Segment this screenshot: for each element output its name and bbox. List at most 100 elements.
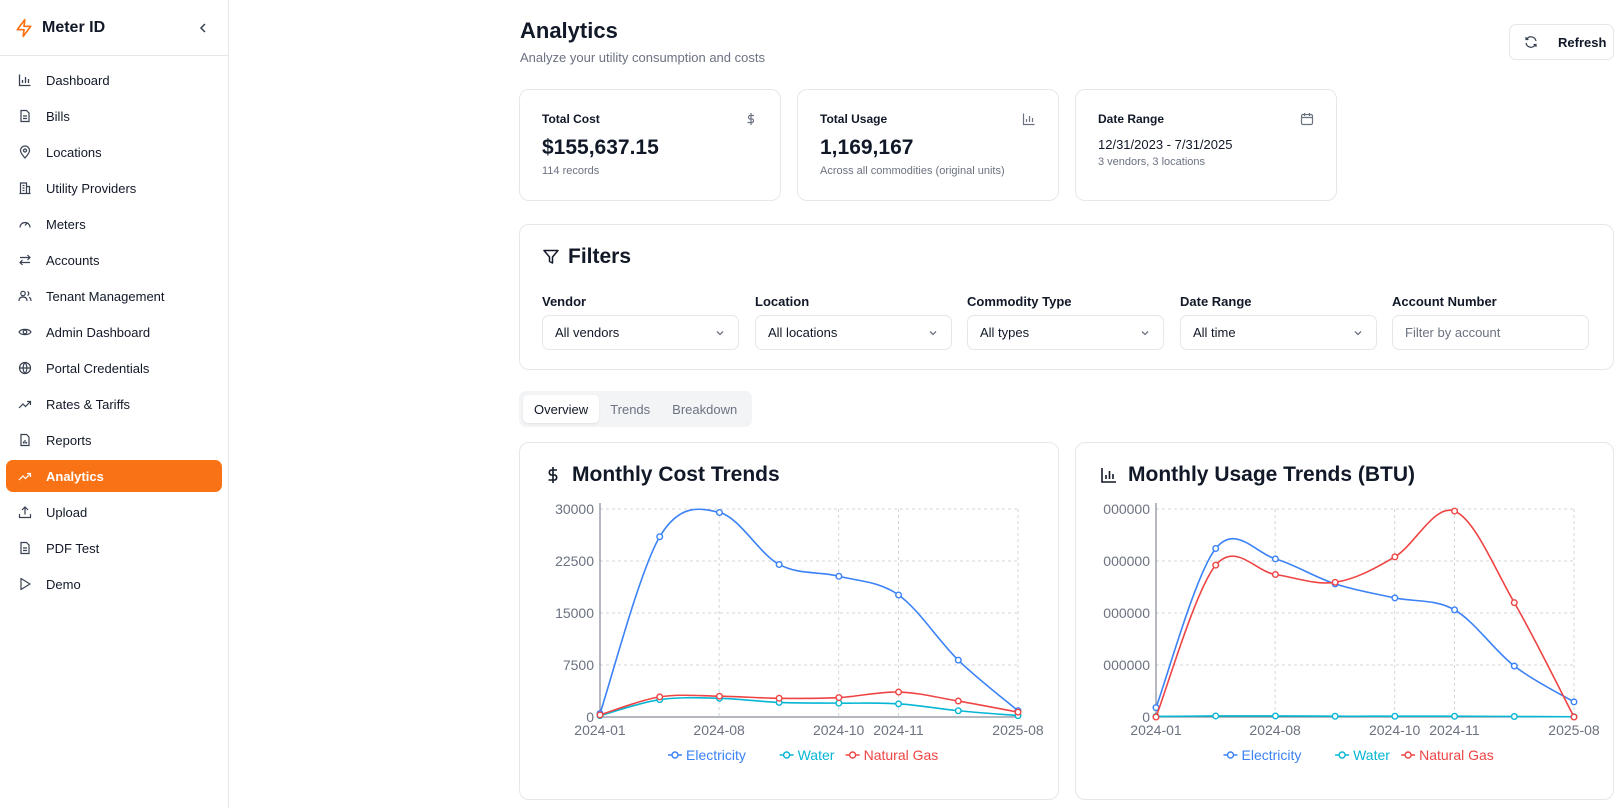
data-point <box>1212 545 1220 553</box>
refresh-button[interactable]: Refresh <box>1509 24 1614 60</box>
sidebar-item-label: Tenant Management <box>46 288 165 304</box>
legend-marker <box>1226 751 1235 759</box>
filter-label: Location <box>755 294 810 309</box>
y-tick-label: 000000 <box>1103 553 1150 569</box>
stat-label: Total Cost <box>542 112 600 126</box>
sidebar-item-pdf-test[interactable]: PDF Test <box>6 532 222 564</box>
legend-marker <box>671 751 679 759</box>
chart-title: Monthly Cost Trends <box>544 463 780 487</box>
stat-value: $155,637.15 <box>542 136 659 159</box>
legend-marker <box>782 751 791 759</box>
data-point <box>656 533 664 541</box>
sidebar-item-bills[interactable]: Bills <box>6 100 222 132</box>
sidebar-item-label: Portal Credentials <box>46 360 150 376</box>
stat-label: Total Usage <box>820 112 888 126</box>
file-icon <box>18 109 32 123</box>
arrows-icon <box>18 253 32 267</box>
sidebar-item-label: Utility Providers <box>46 180 137 196</box>
trending-up-icon <box>18 469 32 483</box>
sidebar-item-accounts[interactable]: Accounts <box>6 244 222 276</box>
y-tick-label: 15000 <box>555 605 594 621</box>
sidebar-item-meters[interactable]: Meters <box>6 208 222 240</box>
total-cost-card: Total Cost $155,637.15 114 records <box>519 89 781 201</box>
sidebar-item-dashboard[interactable]: Dashboard <box>6 64 222 96</box>
stat-note: 3 vendors, 3 locations <box>1098 156 1206 168</box>
main-content: Analytics Analyze your utility consumpti… <box>229 0 1621 808</box>
data-point <box>1391 594 1399 602</box>
dollar-icon <box>744 112 758 126</box>
sidebar-item-label: Admin Dashboard <box>46 324 151 340</box>
y-tick-label: 22500 <box>555 553 594 569</box>
data-point <box>835 694 843 702</box>
users-icon <box>18 289 32 303</box>
x-tick-label: 2024-11 <box>1429 722 1480 738</box>
sidebar-item-portal-credentials[interactable]: Portal Credentials <box>6 352 222 384</box>
data-point <box>656 693 664 701</box>
series-line-electricity <box>599 508 1019 714</box>
collapse-sidebar-button[interactable] <box>192 17 214 39</box>
file-icon <box>18 541 32 555</box>
data-point <box>775 694 783 702</box>
sidebar-item-reports[interactable]: Reports <box>6 424 222 456</box>
date-range-filter: Date Range All time <box>1180 294 1377 350</box>
data-point <box>835 699 843 707</box>
sidebar-item-upload[interactable]: Upload <box>6 496 222 528</box>
data-point <box>775 560 783 568</box>
select-value: All types <box>980 325 1030 340</box>
refresh-label: Refresh <box>1558 34 1607 50</box>
data-point <box>835 572 843 580</box>
sidebar-item-demo[interactable]: Demo <box>6 568 222 600</box>
legend-label: Water <box>1353 747 1390 763</box>
data-point <box>895 591 903 599</box>
monthly-usage-card: 0 000000 000000 000000 000000 2024-01 2024-08 2… <box>1075 442 1614 800</box>
chevron-down-icon <box>714 327 726 339</box>
data-point <box>1570 698 1578 706</box>
data-point <box>715 508 723 516</box>
data-point <box>1451 712 1459 720</box>
account-number-input[interactable] <box>1392 315 1589 350</box>
sidebar-item-label: Upload <box>46 504 88 520</box>
y-tick-label: 000000 <box>1103 501 1150 517</box>
tab-trends[interactable]: Trends <box>610 401 651 417</box>
sidebar-item-admin-dashboard[interactable]: Admin Dashboard <box>6 316 222 348</box>
trending-up-icon <box>18 397 32 411</box>
globe-icon <box>18 361 32 375</box>
series-line-water <box>1155 715 1575 718</box>
tab-breakdown[interactable]: Breakdown <box>672 401 738 417</box>
vendor-select[interactable]: All vendors <box>542 315 739 350</box>
tab-overview[interactable]: Overview <box>523 395 600 423</box>
sidebar-item-label: Accounts <box>46 252 100 268</box>
sidebar-item-tenant-management[interactable]: Tenant Management <box>6 280 222 312</box>
legend-marker <box>1338 751 1346 759</box>
commodity-select[interactable]: All types <box>967 315 1164 350</box>
y-tick-label: 7500 <box>563 657 594 673</box>
total-usage-card: Total Usage 1,169,167 Across all commodi… <box>797 89 1059 201</box>
sidebar-item-locations[interactable]: Locations <box>6 136 222 168</box>
sidebar-item-analytics[interactable]: Analytics <box>6 460 222 492</box>
stat-value: 12/31/2023 - 7/31/2025 <box>1098 137 1233 152</box>
sidebar-item-rates-tariffs[interactable]: Rates & Tariffs <box>6 388 222 420</box>
page-title: Analytics <box>520 18 618 43</box>
sidebar-item-label: Analytics <box>46 468 104 484</box>
location-select[interactable]: All locations <box>755 315 952 350</box>
sidebar-item-label: Locations <box>46 144 102 160</box>
sidebar-item-label: Rates & Tariffs <box>46 396 131 412</box>
app-name: Meter ID <box>42 18 106 36</box>
select-value: All locations <box>768 325 838 340</box>
sidebar-item-label: Meters <box>46 216 86 232</box>
chart-title: Monthly Usage Trends (BTU) <box>1100 463 1415 487</box>
data-point <box>954 697 962 705</box>
stat-label: Date Range <box>1098 112 1165 126</box>
data-point <box>1391 712 1399 720</box>
legend-label: Electricity <box>686 747 746 763</box>
sidebar-item-utility-providers[interactable]: Utility Providers <box>6 172 222 204</box>
date-range-select[interactable]: All time <box>1180 315 1377 350</box>
filter-label: Date Range <box>1180 294 1252 309</box>
data-point <box>1391 553 1399 561</box>
commodity-filter: Commodity Type All types <box>967 294 1164 350</box>
legend-label: Electricity <box>1242 747 1302 763</box>
select-value: All vendors <box>555 325 620 340</box>
x-tick-label: 2024-01 <box>1130 722 1182 738</box>
